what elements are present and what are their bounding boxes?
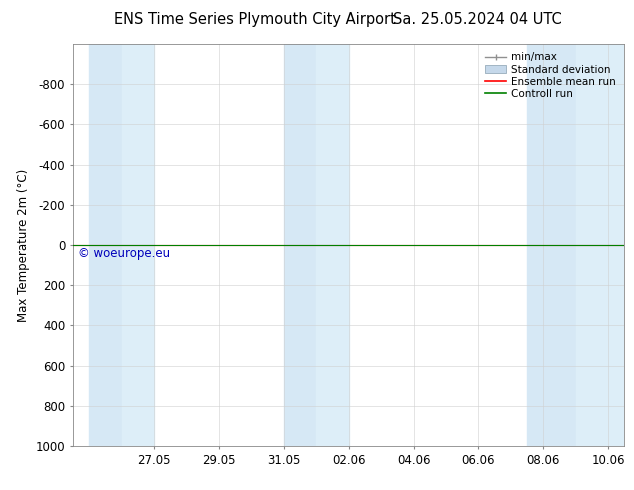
Text: Sa. 25.05.2024 04 UTC: Sa. 25.05.2024 04 UTC bbox=[393, 12, 562, 27]
Bar bbox=[527, 44, 576, 446]
Bar bbox=[284, 44, 316, 446]
Bar bbox=[576, 44, 624, 446]
Text: ENS Time Series Plymouth City Airport: ENS Time Series Plymouth City Airport bbox=[114, 12, 396, 27]
Y-axis label: Max Temperature 2m (°C): Max Temperature 2m (°C) bbox=[17, 169, 30, 321]
Text: © woeurope.eu: © woeurope.eu bbox=[79, 246, 171, 260]
Legend: min/max, Standard deviation, Ensemble mean run, Controll run: min/max, Standard deviation, Ensemble me… bbox=[482, 49, 619, 102]
Bar bbox=[89, 44, 122, 446]
Bar bbox=[122, 44, 154, 446]
Bar bbox=[316, 44, 349, 446]
